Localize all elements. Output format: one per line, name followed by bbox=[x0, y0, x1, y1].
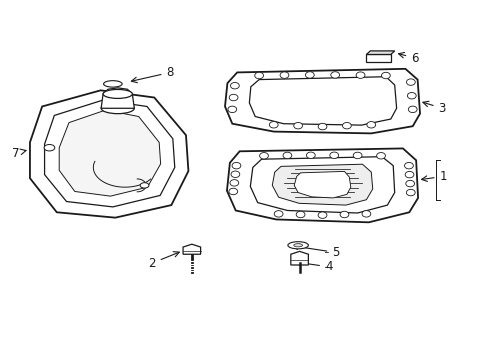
Text: 3: 3 bbox=[422, 101, 445, 115]
Ellipse shape bbox=[44, 144, 55, 151]
Circle shape bbox=[232, 162, 241, 169]
Circle shape bbox=[269, 122, 278, 128]
Polygon shape bbox=[224, 69, 419, 134]
Circle shape bbox=[230, 82, 239, 89]
Circle shape bbox=[361, 211, 370, 217]
Circle shape bbox=[227, 106, 236, 113]
Circle shape bbox=[381, 72, 389, 79]
Circle shape bbox=[339, 211, 348, 218]
Circle shape bbox=[318, 123, 326, 130]
Ellipse shape bbox=[293, 244, 302, 247]
Text: 4: 4 bbox=[294, 260, 332, 273]
Circle shape bbox=[228, 188, 237, 195]
Polygon shape bbox=[44, 100, 174, 207]
Circle shape bbox=[254, 72, 263, 79]
Circle shape bbox=[405, 171, 413, 178]
Text: 8: 8 bbox=[131, 66, 174, 83]
Polygon shape bbox=[294, 171, 350, 198]
Circle shape bbox=[293, 122, 302, 129]
Polygon shape bbox=[59, 110, 160, 196]
Polygon shape bbox=[366, 51, 394, 54]
Ellipse shape bbox=[103, 89, 132, 98]
Circle shape bbox=[318, 212, 326, 219]
Circle shape bbox=[406, 79, 414, 85]
Circle shape bbox=[229, 94, 238, 101]
Circle shape bbox=[296, 211, 305, 218]
Circle shape bbox=[306, 152, 315, 158]
Polygon shape bbox=[249, 77, 396, 125]
Circle shape bbox=[229, 180, 238, 186]
Polygon shape bbox=[183, 244, 200, 254]
Circle shape bbox=[407, 106, 416, 113]
Circle shape bbox=[274, 211, 283, 217]
Circle shape bbox=[259, 153, 268, 159]
Circle shape bbox=[280, 72, 288, 78]
Ellipse shape bbox=[140, 183, 149, 188]
Circle shape bbox=[405, 180, 414, 187]
Polygon shape bbox=[290, 251, 308, 265]
Text: 5: 5 bbox=[292, 244, 339, 259]
Text: 2: 2 bbox=[148, 252, 179, 270]
Ellipse shape bbox=[101, 103, 134, 114]
Text: 1: 1 bbox=[421, 170, 446, 183]
Polygon shape bbox=[101, 88, 134, 108]
Circle shape bbox=[376, 153, 385, 159]
Circle shape bbox=[352, 152, 361, 159]
Circle shape bbox=[342, 122, 350, 129]
Ellipse shape bbox=[287, 242, 308, 249]
Circle shape bbox=[407, 93, 415, 99]
Circle shape bbox=[404, 162, 412, 169]
Circle shape bbox=[366, 122, 375, 128]
Circle shape bbox=[305, 72, 314, 78]
Ellipse shape bbox=[103, 81, 122, 87]
Circle shape bbox=[329, 152, 338, 158]
Text: 7: 7 bbox=[12, 147, 26, 159]
Polygon shape bbox=[272, 164, 372, 205]
Polygon shape bbox=[366, 54, 390, 62]
Circle shape bbox=[355, 72, 364, 78]
Circle shape bbox=[330, 72, 339, 78]
Circle shape bbox=[230, 171, 239, 177]
Circle shape bbox=[406, 189, 414, 196]
Polygon shape bbox=[30, 90, 188, 218]
Polygon shape bbox=[250, 157, 394, 213]
Circle shape bbox=[283, 152, 291, 159]
Text: 6: 6 bbox=[398, 51, 418, 64]
Polygon shape bbox=[226, 148, 417, 222]
